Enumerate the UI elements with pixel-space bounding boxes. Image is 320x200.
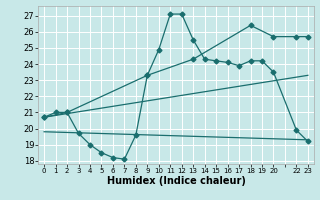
- X-axis label: Humidex (Indice chaleur): Humidex (Indice chaleur): [107, 176, 245, 186]
